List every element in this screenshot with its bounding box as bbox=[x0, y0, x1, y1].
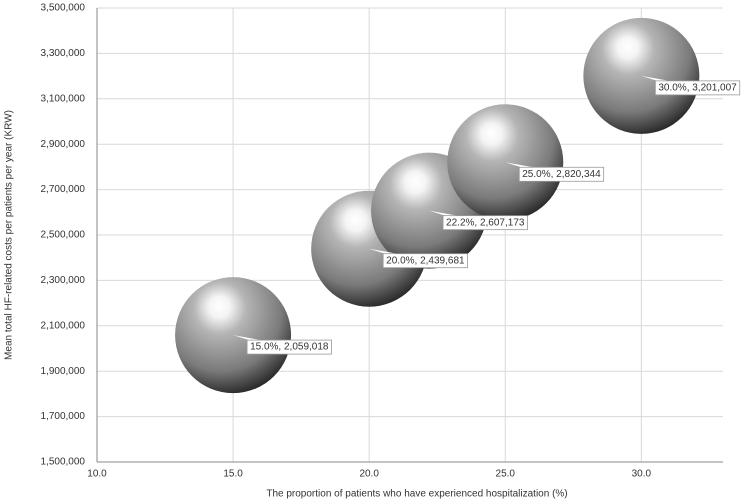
x-tick-label: 15.0 bbox=[223, 469, 243, 480]
label-box bbox=[654, 80, 741, 96]
x-axis-title: The proportion of patients who have expe… bbox=[266, 489, 567, 500]
label-pointer bbox=[233, 335, 262, 341]
label-pointer bbox=[641, 75, 670, 81]
data-label: 20.0%, 2,439,681 bbox=[386, 255, 465, 266]
label-pointer bbox=[369, 248, 398, 254]
bubble bbox=[175, 277, 292, 394]
label-pointer bbox=[429, 210, 458, 216]
label-box bbox=[382, 253, 468, 269]
label-pointer bbox=[505, 162, 534, 168]
y-axis-title: Mean total HF-related costs per patients… bbox=[4, 110, 15, 360]
y-tick-label: 1,500,000 bbox=[41, 457, 86, 468]
y-tick-label: 2,900,000 bbox=[41, 139, 86, 150]
data-label: 25.0%, 2,820,344 bbox=[522, 169, 601, 180]
data-label: 30.0%, 3,201,007 bbox=[658, 83, 737, 94]
y-tick-label: 1,700,000 bbox=[41, 411, 86, 422]
y-tick-label: 2,700,000 bbox=[41, 184, 86, 195]
data-label: 15.0%, 2,059,018 bbox=[250, 342, 329, 353]
data-label: 22.2%, 2,607,173 bbox=[446, 217, 525, 228]
y-tick-label: 2,100,000 bbox=[41, 320, 86, 331]
y-tick-label: 3,100,000 bbox=[41, 93, 86, 104]
y-tick-label: 3,300,000 bbox=[41, 48, 86, 59]
y-tick-label: 3,500,000 bbox=[41, 3, 86, 14]
x-tick-label: 25.0 bbox=[496, 469, 516, 480]
label-box bbox=[518, 166, 605, 182]
label-box bbox=[442, 215, 528, 231]
y-tick-label: 2,500,000 bbox=[41, 230, 86, 241]
x-tick-label: 30.0 bbox=[632, 469, 652, 480]
y-tick-label: 2,300,000 bbox=[41, 275, 86, 286]
y-tick-label: 1,900,000 bbox=[41, 366, 86, 377]
x-tick-label: 10.0 bbox=[87, 469, 107, 480]
x-tick-label: 20.0 bbox=[359, 469, 379, 480]
label-box bbox=[246, 339, 332, 355]
